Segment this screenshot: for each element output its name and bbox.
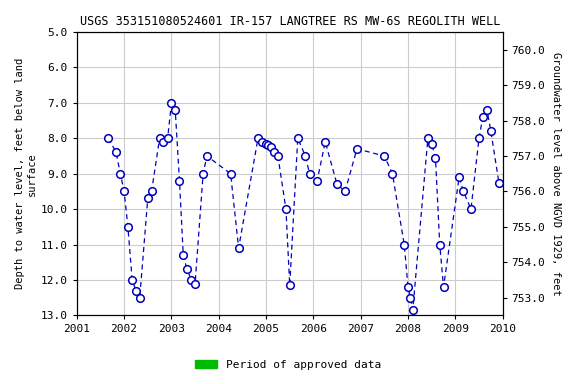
Y-axis label: Groundwater level above NGVD 1929, feet: Groundwater level above NGVD 1929, feet <box>551 52 561 296</box>
Title: USGS 353151080524601 IR-157 LANGTREE RS MW-6S REGOLITH WELL: USGS 353151080524601 IR-157 LANGTREE RS … <box>79 15 500 28</box>
Bar <box>100 315 380 325</box>
Y-axis label: Depth to water level, feet below land
surface: Depth to water level, feet below land su… <box>15 58 37 289</box>
Bar <box>401 315 503 325</box>
Legend: Period of approved data: Period of approved data <box>191 356 385 375</box>
